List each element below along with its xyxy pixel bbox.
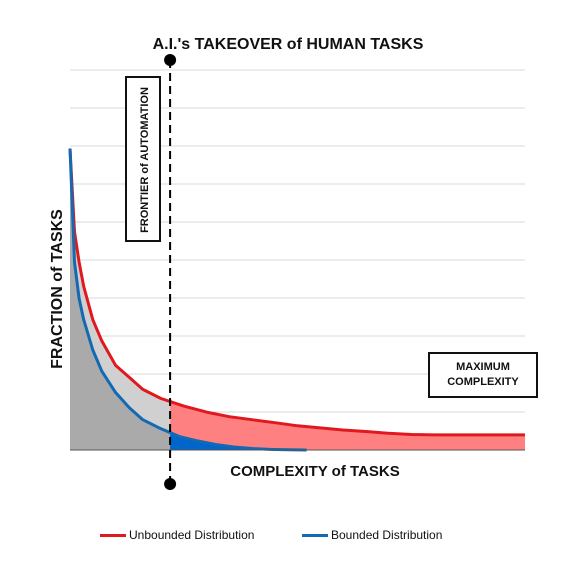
max-complexity-line-1: MAXIMUM [456, 361, 510, 373]
max-complexity-line-2: COMPLEXITY [447, 376, 519, 388]
max-complexity-annotation-box: MAXIMUM COMPLEXITY [428, 352, 538, 398]
frontier-marker [164, 54, 177, 490]
frontier-annotation-label: FRONTIER of AUTOMATION [139, 87, 151, 233]
chart-lines [68, 148, 525, 452]
frontier-annotation-box: FRONTIER of AUTOMATION [125, 76, 161, 242]
legend-item-unbounded: Unbounded Distribution [100, 528, 254, 542]
chart-title: A.I.'s TAKEOVER of HUMAN TASKS [152, 36, 424, 53]
frontier-top-dot [164, 54, 177, 66]
legend-label-bounded: Bounded Distribution [331, 528, 443, 542]
line-bounded [68, 148, 307, 452]
area-unbounded-beyond-frontier [170, 401, 525, 450]
x-axis-label: COMPLEXITY of TASKS [230, 463, 400, 480]
line-unbounded [68, 148, 525, 437]
area-bounded-beyond-frontier [170, 432, 307, 450]
legend-label-unbounded: Unbounded Distribution [129, 528, 255, 542]
chart-areas [70, 148, 525, 450]
area-bounded-automated [70, 148, 171, 450]
legend: Unbounded Distribution Bounded Distribut… [0, 528, 576, 544]
legend-swatch-bounded [302, 533, 328, 537]
y-axis-label: FRACTION of TASKS [49, 209, 66, 369]
legend-swatch-unbounded [100, 533, 126, 537]
frontier-bottom-dot [164, 478, 177, 490]
legend-item-bounded: Bounded Distribution [302, 528, 442, 542]
